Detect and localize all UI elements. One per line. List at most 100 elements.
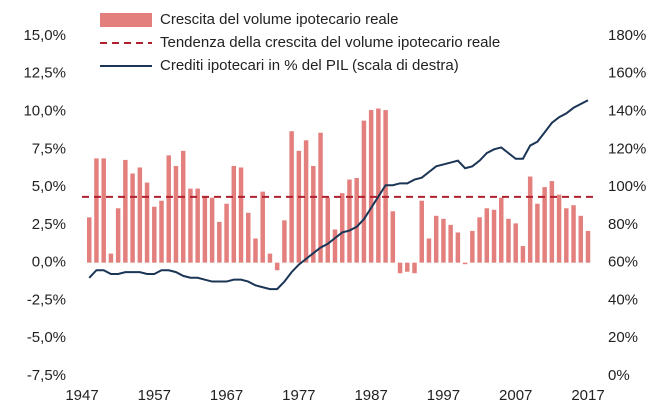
bar [347, 179, 352, 263]
bar [274, 262, 280, 271]
bar [137, 167, 143, 263]
bar [426, 238, 432, 263]
line [88, 99, 589, 291]
bar [354, 178, 359, 263]
y-tick-label: -7,5% [27, 367, 66, 384]
bar [267, 253, 273, 263]
bar [217, 221, 222, 263]
bar [152, 206, 157, 263]
legend-label: Crediti ipotecari in % del PIL (scala di… [160, 57, 459, 74]
bar [332, 229, 338, 263]
y2-tick-label: 80% [608, 216, 638, 233]
bar [209, 197, 215, 263]
x-tick-label: 2017 [571, 387, 604, 404]
y2-tick-label: 0% [608, 367, 630, 384]
bar [376, 108, 381, 263]
bar [260, 191, 265, 263]
bar [462, 262, 468, 265]
bar [238, 167, 244, 263]
bar [390, 211, 396, 263]
bar [499, 197, 504, 263]
bar [318, 132, 323, 263]
bar [180, 150, 186, 263]
bar [173, 165, 179, 263]
bar [202, 196, 208, 263]
y-tick-label: 15,0% [23, 27, 66, 44]
bar [108, 253, 114, 263]
bar [253, 238, 258, 263]
bar [311, 165, 316, 263]
bar [397, 262, 403, 274]
bar [94, 158, 99, 263]
y2-tick-label: 40% [608, 291, 638, 308]
bar [556, 194, 562, 263]
y2-tick-label: 20% [608, 329, 638, 346]
bar [246, 212, 251, 263]
legend-label: Crescita del volume ipotecario reale [160, 11, 398, 28]
bar [361, 120, 367, 263]
bar [144, 182, 150, 263]
bar [339, 193, 345, 263]
bar [405, 262, 410, 272]
legend-swatch [100, 13, 152, 27]
y-tick-label: 2,5% [32, 216, 66, 233]
bar [484, 208, 490, 263]
y-tick-label: -2,5% [27, 291, 66, 308]
bar [535, 203, 540, 263]
bar [441, 218, 446, 263]
bar [303, 140, 309, 263]
bar [571, 205, 576, 263]
x-tick-label: 1967 [210, 387, 243, 404]
bar [166, 155, 171, 263]
bar [159, 200, 164, 263]
bar [282, 220, 287, 263]
x-tick-label: 1987 [354, 387, 387, 404]
bar [520, 246, 526, 263]
x-tick-label: 1947 [65, 387, 98, 404]
bar [455, 232, 461, 263]
legend-label: Tendenza della crescita del volume ipote… [160, 34, 500, 51]
x-tick-label: 1997 [427, 387, 460, 404]
bar [433, 215, 439, 263]
y2-tick-label: 160% [608, 65, 646, 82]
bar [513, 223, 518, 263]
y2-tick-label: 140% [608, 103, 646, 120]
y-tick-label: -5,0% [27, 329, 66, 346]
bar [130, 173, 135, 263]
bar [325, 197, 331, 263]
y2-tick-label: 100% [608, 178, 646, 195]
y-tick-label: 12,5% [23, 65, 66, 82]
y2-tick-label: 60% [608, 254, 638, 271]
bar [224, 203, 229, 263]
x-tick-label: 1977 [282, 387, 315, 404]
y-tick-label: 10,0% [23, 103, 66, 120]
bar [296, 150, 302, 263]
x-tick-label: 2007 [499, 387, 532, 404]
y-tick-label: 7,5% [32, 140, 66, 157]
bar [123, 159, 128, 263]
bar [188, 188, 193, 263]
bar [101, 158, 106, 263]
y2-tick-label: 120% [608, 140, 646, 157]
bar [506, 218, 511, 263]
bar [470, 230, 475, 263]
bar [564, 208, 569, 263]
bar [527, 176, 533, 263]
x-tick-label: 1957 [138, 387, 171, 404]
bar [549, 181, 555, 263]
bar [491, 209, 497, 263]
y-tick-label: 0,0% [32, 254, 66, 271]
bar [585, 230, 591, 263]
bar [86, 217, 92, 263]
bar [419, 200, 424, 263]
bar [368, 110, 374, 263]
bar [477, 217, 482, 263]
bar [115, 208, 121, 263]
bar [195, 188, 200, 263]
bar [542, 187, 547, 263]
bar [578, 215, 584, 263]
bar [231, 165, 237, 263]
y-tick-label: 5,0% [32, 178, 66, 195]
y2-tick-label: 180% [608, 27, 646, 44]
